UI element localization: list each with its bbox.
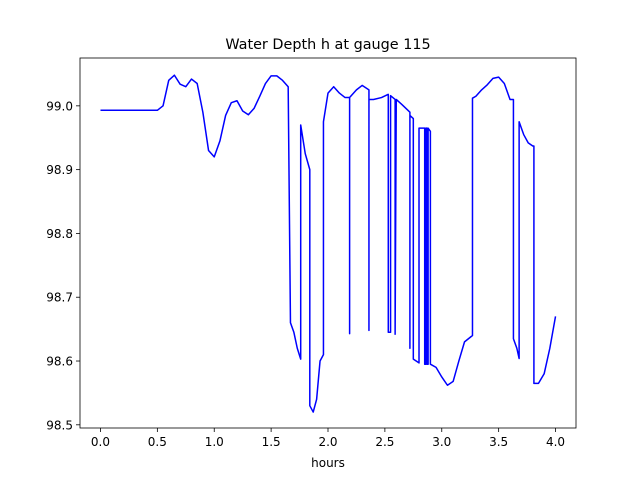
x-axis-ticks: 0.0 0.5 1.0 1.5 2.0 2.5 3.0 3.5 4.0: [91, 428, 565, 449]
y-tick-label: 98.9: [46, 163, 73, 177]
y-tick-label: 98.5: [46, 418, 73, 432]
x-tick-label: 1.5: [262, 435, 281, 449]
x-tick-label: 4.0: [546, 435, 565, 449]
y-tick-label: 99.0: [46, 99, 73, 113]
chart-title: Water Depth h at gauge 115: [225, 37, 430, 53]
x-tick-label: 1.0: [205, 435, 224, 449]
x-tick-label: 0.5: [148, 435, 167, 449]
y-tick-label: 98.8: [46, 227, 73, 241]
x-axis-label: hours: [311, 456, 345, 470]
y-axis-ticks: 98.5 98.6 98.7 98.8 98.9 99.0: [46, 99, 80, 432]
x-tick-label: 2.0: [318, 435, 337, 449]
series-line-water-depth: [100, 74, 557, 413]
series-layer: [100, 74, 557, 413]
plot-frame: [79, 57, 577, 429]
y-tick-label: 98.6: [46, 355, 73, 369]
x-tick-label: 3.0: [432, 435, 451, 449]
x-tick-label: 0.0: [91, 435, 110, 449]
x-tick-label: 2.5: [375, 435, 394, 449]
plot-area: [80, 58, 576, 428]
x-tick-label: 3.5: [489, 435, 508, 449]
y-tick-label: 98.7: [46, 291, 73, 305]
